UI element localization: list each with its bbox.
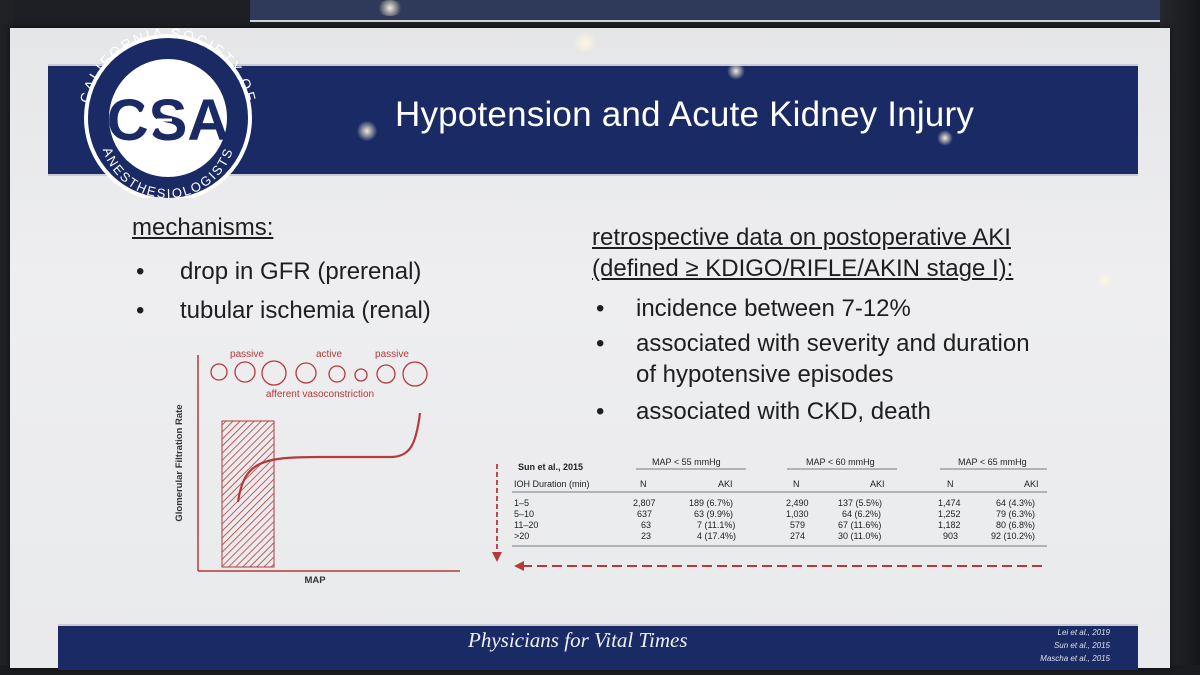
table-cell: 1,182 (938, 520, 961, 530)
bullet-icon: • (136, 258, 145, 285)
mechanism-item-text: tubular ischemia (renal) (180, 297, 431, 324)
table-cell: >20 (514, 531, 530, 541)
table-cell: 579 (790, 520, 806, 530)
table-cell: 80 (6.8%) (996, 520, 1036, 530)
arrow-down-icon (492, 552, 502, 562)
table-cell: 2,807 (633, 498, 656, 508)
sub-header: N (947, 479, 954, 489)
slide-title: Hypotension and Acute Kidney Injury (395, 95, 975, 134)
table-cell: 11–20 (514, 520, 539, 530)
table-cell: 23 (641, 531, 652, 541)
group-header: MAP < 55 mmHg (652, 457, 721, 467)
mechanism-item-text: drop in GFR (prerenal) (180, 258, 422, 285)
vessel-circle-icon (402, 361, 428, 387)
table-cell: 274 (790, 531, 806, 541)
vessel-circle-icon (328, 365, 346, 383)
finding-item-line: incidence between 7-12% (636, 295, 911, 322)
vessel-circle-icon (295, 362, 317, 384)
table-cell: 7 (11.1%) (697, 520, 736, 530)
sub-header: AKI (718, 479, 733, 489)
mechanism-item: • tubular ischemia (renal) (136, 297, 431, 325)
finding-item-line: associated with CKD, death (636, 398, 931, 425)
gfr-curve (236, 412, 422, 503)
row-header-label: IOH Duration (min) (514, 479, 590, 489)
passive-label: passive (230, 349, 264, 360)
light-reflection (1095, 274, 1115, 288)
vessel-circle-icon (376, 364, 396, 384)
table-cell: 67 (11.6%) (838, 520, 882, 530)
vessel-circle-icon (354, 368, 368, 382)
table-cell: 137 (5.5%) (838, 498, 883, 508)
bullet-icon: • (136, 297, 145, 324)
csa-logo: CALIFORNIA SOCIETY OF ANESTHESIOLOGISTS … (76, 25, 257, 198)
bullet-icon: • (596, 398, 605, 425)
light-reflection (376, 0, 404, 16)
table-cell: 79 (6.3%) (996, 509, 1036, 519)
arrow-left-icon (514, 561, 524, 571)
light-reflection (727, 62, 745, 80)
x-axis-label: MAP (304, 575, 326, 586)
previous-screen-edge (250, 0, 1160, 22)
table-cell: 63 (9.9%) (694, 509, 734, 519)
autoregulation-diagram: Glomerular Filtration Rate MAP passive a… (174, 349, 460, 586)
table-cell: 92 (10.2%) (991, 531, 1036, 541)
table-cell: 637 (637, 509, 653, 519)
footer-tagline: Physicians for Vital Times (468, 628, 688, 652)
table-cell: 189 (6.7%) (689, 498, 734, 508)
reference-line: Sun et al., 2015 (1053, 641, 1110, 650)
sub-header: AKI (1024, 479, 1039, 489)
table-cell: 63 (641, 520, 652, 530)
mechanisms-heading: mechanisms: (132, 214, 274, 241)
vessel-circle-icon (261, 360, 287, 386)
heartbeat-icon (122, 101, 172, 137)
retrospective-heading-line-1: retrospective data on postoperative AKI (592, 224, 1011, 251)
table-cell: 30 (11.0%) (838, 531, 882, 541)
table-cell: 903 (943, 531, 959, 541)
sub-header: AKI (870, 479, 885, 489)
y-axis-label: Glomerular Filtration Rate (174, 404, 185, 521)
light-reflection (573, 32, 597, 54)
table-cell: 4 (17.4%) (697, 531, 737, 541)
autoregulation-range-hatch (221, 420, 275, 568)
table-cell: 1,474 (938, 498, 961, 508)
sub-header: N (640, 479, 647, 489)
passive-label: passive (375, 349, 409, 360)
reference-line: Lei et al., 2019 (1057, 628, 1110, 637)
group-header: MAP < 65 mmHg (958, 457, 1027, 467)
table-cell: 1,030 (786, 509, 809, 519)
retrospective-heading-line-2: (defined ≥ KDIGO/RIFLE/AKIN stage I): (592, 255, 1014, 282)
vessel-circle-icon (234, 361, 256, 383)
retrospective-heading: retrospective data on postoperative AKI … (592, 222, 1013, 284)
finding-item-line: associated with severity and duration (636, 330, 1030, 357)
active-label: active (316, 349, 343, 360)
finding-item: • associated with CKD, death (596, 396, 931, 427)
vasoconstriction-caption: afferent vasoconstriction (266, 389, 374, 400)
table-cell: 64 (4.3%) (996, 498, 1036, 508)
table-study-label: Sun et al., 2015 (518, 462, 584, 472)
bullet-icon: • (596, 295, 605, 322)
room-background-bottom (0, 665, 1200, 675)
finding-item-line: of hypotensive episodes (636, 361, 894, 388)
light-reflection (357, 120, 377, 142)
table-decorations (492, 464, 1047, 571)
finding-item: • associated with severity and duration … (596, 328, 1030, 390)
mechanism-item: • drop in GFR (prerenal) (136, 258, 422, 286)
group-header: MAP < 60 mmHg (806, 457, 875, 467)
vessel-circle-icon (210, 363, 228, 381)
table-cell: 2,490 (786, 498, 809, 508)
table-cell: 1–5 (514, 498, 530, 508)
sun-2015-table: Sun et al., 2015 MAP < 55 mmHg MAP < 60 … (492, 452, 1067, 582)
light-reflection (937, 130, 953, 146)
sub-header: N (793, 479, 800, 489)
reference-line: Mascha et al., 2015 (1040, 654, 1110, 663)
bullet-icon: • (596, 330, 605, 357)
table-cell: 5–10 (514, 509, 535, 519)
finding-item: • incidence between 7-12% (596, 293, 911, 324)
footer-bar (58, 624, 1138, 670)
table-cell: 64 (6.2%) (842, 509, 882, 519)
vessel-circles (210, 360, 428, 387)
table-cell: 1,252 (938, 509, 961, 519)
